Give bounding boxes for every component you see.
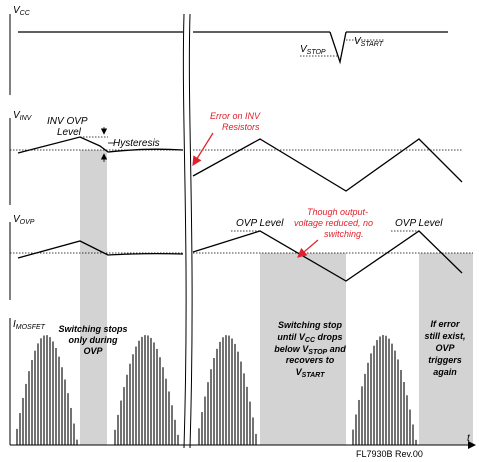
hysteresis-arrows	[100, 127, 114, 162]
svg-text:below VSTOP and: below VSTOP and	[274, 344, 346, 356]
no-switching-note-1: Though output-	[307, 207, 368, 217]
ovp-shade-2	[260, 253, 346, 445]
svg-text:recovers to: recovers to	[286, 355, 335, 365]
svg-text:again: again	[433, 367, 457, 377]
ovp-level-dotted	[10, 230, 473, 254]
vstop-label: VSTOP	[300, 44, 326, 56]
vinv-trace	[17, 136, 463, 192]
no-switching-arrow	[297, 239, 319, 258]
svg-text:OVP: OVP	[435, 343, 455, 353]
hysteresis-label: Hysteresis	[113, 138, 160, 149]
mosfet-note-2: Switching stop until VCC drops below VST…	[274, 320, 346, 379]
vstop-vstart-dotted-levels	[300, 39, 385, 57]
imosfet-label: IMOSFET	[13, 319, 46, 331]
time-break-marker	[182, 13, 193, 449]
mosfet-note-1: Switching stops only during OVP	[58, 324, 127, 356]
svg-text:OVP: OVP	[83, 346, 103, 356]
vinv-label: VINV	[13, 110, 33, 122]
mosfet-note-3: If error still exist, OVP triggers again	[424, 319, 465, 377]
ovp-level-label-2: OVP Level	[395, 218, 443, 229]
vcc-trace	[18, 31, 448, 65]
no-switching-note-3: switching.	[324, 229, 364, 239]
ovp-level-label-1: OVP Level	[236, 218, 284, 229]
svg-text:If error: If error	[430, 319, 460, 329]
svg-text:only during: only during	[69, 335, 118, 345]
inv-ovp-level-label-1: INV OVP	[47, 116, 88, 127]
t-axis-label: t	[467, 433, 471, 444]
inv-ovp-level-dotted	[10, 136, 462, 151]
svg-text:triggers: triggers	[428, 355, 462, 365]
vovp-label: VOVP	[13, 214, 35, 226]
ovp-shade-1	[80, 150, 107, 445]
error-arrow	[192, 132, 214, 167]
mosfet-switching-bursts	[16, 335, 417, 445]
error-label-1: Error on INV	[210, 111, 261, 121]
svg-text:Switching stop: Switching stop	[278, 320, 343, 330]
vstart-label: VSTART	[354, 36, 384, 48]
inv-ovp-level-label-2: Level	[57, 127, 82, 138]
error-label-2: Resistors	[222, 122, 260, 132]
ovp-shade-3	[419, 253, 473, 445]
vcc-label: VCC	[13, 5, 31, 17]
svg-text:Switching stops: Switching stops	[58, 324, 127, 334]
svg-text:still exist,: still exist,	[424, 331, 465, 341]
svg-text:until VCC drops: until VCC drops	[277, 332, 342, 344]
axes	[9, 14, 476, 449]
svg-text:VSTART: VSTART	[296, 367, 325, 379]
vovp-trace	[17, 230, 463, 282]
revision-label: FL7930B Rev.00	[356, 449, 423, 459]
no-switching-note-2: voltage reduced, no	[294, 218, 373, 228]
